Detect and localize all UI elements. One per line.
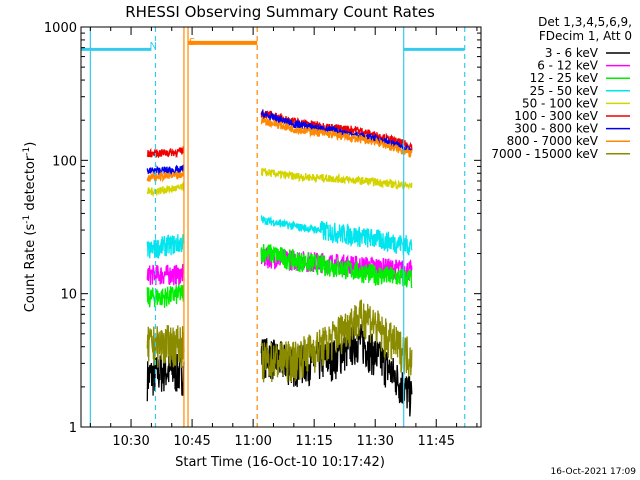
- x-tick-label: 11:45: [418, 434, 455, 449]
- series-layer: [146, 108, 413, 417]
- legend-label: 25 - 50 keV: [530, 84, 599, 98]
- axes-layer: 1 10 100 1000 10:30 10:45 11:00 11:15 11:30 11:45: [44, 21, 481, 449]
- series-line-3-6-kev: [146, 324, 413, 417]
- y-tick-label: 1: [69, 421, 77, 436]
- legend-label: 300 - 800 keV: [514, 122, 598, 136]
- legend-label: 6 - 12 keV: [537, 59, 599, 73]
- series-line-50-100-kev: [146, 167, 413, 197]
- marker-label-n: N: [149, 41, 156, 52]
- legend-label: 50 - 100 keV: [522, 96, 599, 110]
- chart-title: RHESSI Observing Summary Count Rates: [125, 3, 435, 21]
- series-line-7000-15000-kev: [146, 299, 413, 383]
- x-tick-label: 11:15: [295, 434, 332, 449]
- y-tick-label: 10: [60, 288, 77, 303]
- y-axis-label: Count Rate (s-1 detector-1): [22, 142, 38, 313]
- x-tick-label: 11:30: [356, 434, 393, 449]
- x-tick-label: 11:00: [234, 434, 271, 449]
- legend-header-line-2: FDecim 1, Att 0: [539, 29, 632, 43]
- y-tick-label: 100: [52, 154, 77, 169]
- x-tick-label: 10:45: [173, 434, 210, 449]
- plot-frame: [80, 26, 482, 428]
- timestamp: 16-Oct-2021 17:09: [551, 467, 637, 477]
- legend-label: 100 - 300 keV: [514, 109, 598, 123]
- legend: Det 1,3,4,5,6,9, FDecim 1, Att 0 3 - 6 k…: [491, 15, 632, 161]
- x-axis-label: Start Time (16-Oct-10 10:17:42): [175, 455, 385, 470]
- legend-label: 800 - 7000 keV: [507, 134, 599, 148]
- y-tick-label: 1000: [44, 21, 77, 36]
- series-line-12-25-kev: [146, 244, 413, 308]
- marker-label-s: S: [189, 37, 195, 48]
- legend-header-line-1: Det 1,3,4,5,6,9,: [538, 15, 632, 29]
- x-tick-label: 10:30: [112, 434, 149, 449]
- series-line-800-7000-kev: [146, 116, 413, 183]
- series-line-25-50-kev: [146, 214, 413, 259]
- legend-label: 12 - 25 keV: [530, 71, 599, 85]
- legend-label: 7000 - 15000 keV: [491, 147, 598, 161]
- legend-label: 3 - 6 keV: [545, 46, 599, 60]
